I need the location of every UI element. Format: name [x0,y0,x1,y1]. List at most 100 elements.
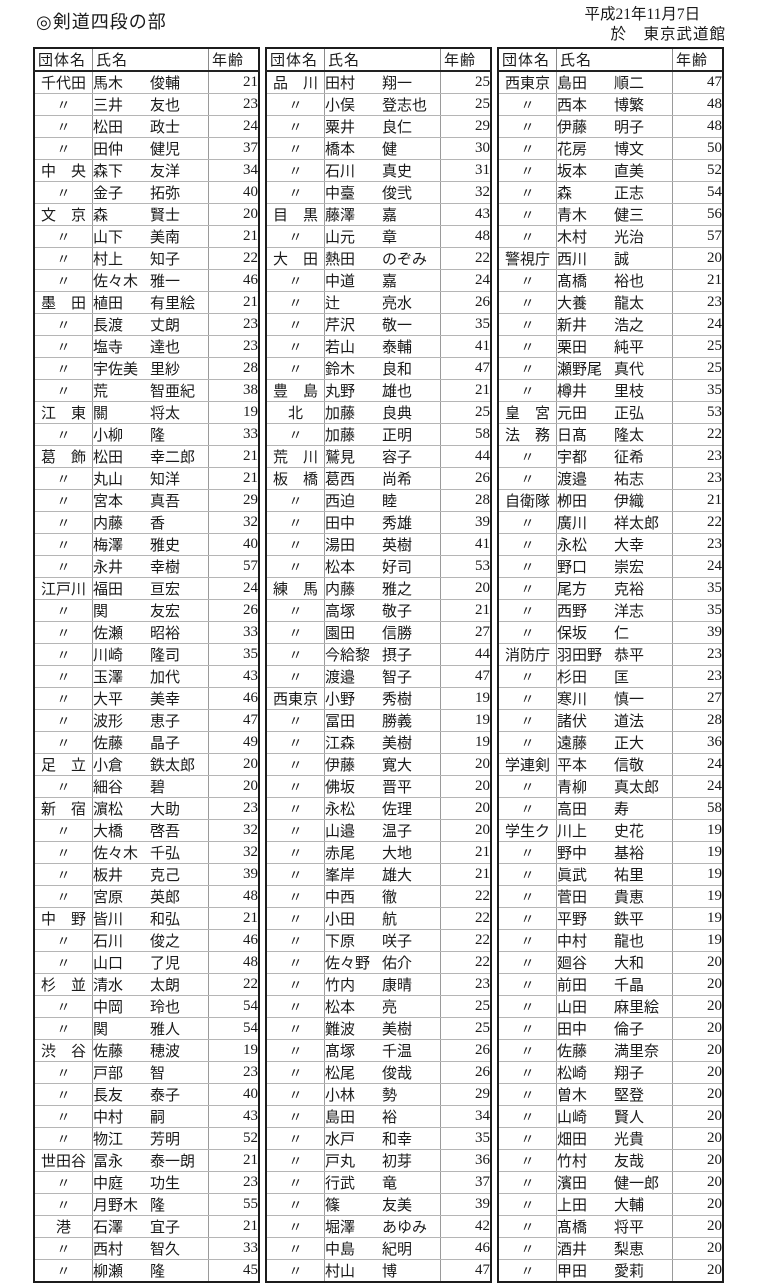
age-cell: 21 [208,71,259,94]
team-cell: 〃 [498,863,558,886]
name-cell: 三井 友也 [92,93,210,116]
team-cell: 杉 並 [34,973,94,996]
team-cell: 〃 [34,1017,94,1040]
name-cell: 峯岸 雄大 [324,863,442,886]
name-cell: 栁田 伊織 [556,489,674,512]
ditto-mark: 〃 [288,868,303,884]
ditto-mark: 〃 [520,912,535,928]
surname: 皆川 [93,912,124,928]
name-cell: 鷲見 容子 [324,445,442,468]
age-cell: 43 [440,203,491,226]
name-cell: 松崎 翔子 [556,1061,674,1084]
surname: 山田 [557,1000,588,1016]
event-date-block: 平成21年11月7日 於 東京武道館 [584,5,726,45]
age-cell: 47 [440,665,491,688]
team-cell: 港 [34,1215,94,1238]
team-cell: 〃 [266,93,326,116]
age-cell: 20 [440,577,491,600]
table-row: 〃 小林 勢 29 [266,1083,491,1106]
given-name: 有里絵 [150,296,196,312]
table-row: 〃 花房 博文 50 [498,137,723,160]
age-cell: 46 [208,687,259,710]
name-cell: 今給黎 摂子 [324,643,442,666]
name-cell: 中西 徹 [324,885,442,908]
table-row: 〃 永松 大幸 23 [498,533,723,556]
name-cell: 大平 美幸 [92,687,210,710]
ditto-mark: 〃 [520,604,535,620]
table-row: 〃 江森 美樹 19 [266,731,491,754]
age-cell: 22 [208,973,259,996]
team-cell: 〃 [266,159,326,182]
name-cell: 畑田 光貴 [556,1127,674,1150]
name-cell: 森 正志 [556,181,674,204]
name-cell: 佐々野 佑介 [324,951,442,974]
age-cell: 47 [208,709,259,732]
age-cell: 19 [208,401,259,424]
ditto-mark: 〃 [288,120,303,136]
table-row: 〃 曽木 堅登 20 [498,1083,723,1106]
name-cell: 小俣 登志也 [324,93,442,116]
surname: 花房 [557,142,588,158]
ditto-mark: 〃 [520,98,535,114]
team-cell: 千代田 [34,71,94,94]
given-name: 睦 [382,494,398,510]
name-cell: 宇佐美 里紗 [92,357,210,380]
team-cell: 〃 [34,1193,94,1216]
table-row: 〃 平野 鉄平 19 [498,907,723,930]
table-row: 〃 廻谷 大和 20 [498,951,723,974]
table-row: 〃 尾方 克裕 35 [498,577,723,600]
age-cell: 31 [440,159,491,182]
name-cell: 行武 竜 [324,1171,442,1194]
table-row: 〃 戸部 智 23 [34,1061,259,1084]
ditto-mark: 〃 [56,1198,71,1214]
team-cell: 〃 [498,687,558,710]
given-name: 正志 [614,186,645,202]
age-cell: 22 [672,423,723,446]
surname: 西本 [557,98,588,114]
age-cell: 20 [672,1171,723,1194]
ditto-mark: 〃 [56,472,71,488]
given-name: 航 [382,912,398,928]
team-cell: 〃 [34,621,94,644]
given-name: 祥太郎 [614,516,660,532]
surname: 新井 [557,318,588,334]
surname: 村山 [325,1264,356,1280]
surname: 野口 [557,560,588,576]
age-cell: 23 [672,665,723,688]
team-cell: 〃 [266,313,326,336]
table-row: 〃 大橋 啓吾 32 [34,819,259,842]
name-cell: 芹沢 敬一 [324,313,442,336]
surname: 峯岸 [325,868,356,884]
surname: 中岡 [93,1000,124,1016]
ditto-mark: 〃 [56,362,71,378]
ditto-mark: 〃 [288,1176,303,1192]
table-row: 〃 宮本 真吾 29 [34,489,259,512]
surname: 山下 [93,230,124,246]
given-name: 正明 [382,428,413,444]
age-cell: 19 [440,709,491,732]
team-cell: 〃 [498,137,558,160]
surname: 關 [93,406,109,422]
table-row: 〃 廣川 祥太郎 22 [498,511,723,534]
table-row: 〃 橋本 健 30 [266,137,491,160]
table-row: 〃 鈴木 良和 47 [266,357,491,380]
ditto-mark: 〃 [520,978,535,994]
age-cell: 30 [440,137,491,160]
given-name: 幸樹 [150,560,181,576]
table-row: 〃 中西 徹 22 [266,885,491,908]
name-cell: 眞武 祐里 [556,863,674,886]
team-cell: 〃 [34,1171,94,1194]
table-row: 〃 丸山 知洋 21 [34,467,259,490]
surname: 竹内 [325,978,356,994]
given-name: 明子 [614,120,645,136]
given-name: 博文 [614,142,645,158]
team-cell: 文 京 [34,203,94,226]
table-row: 〃 渡邉 祐志 23 [498,467,723,490]
surname: 下原 [325,934,356,950]
ditto-mark: 〃 [288,1198,303,1214]
age-cell: 20 [440,753,491,776]
table-row: 〃 大養 龍太 23 [498,291,723,314]
surname: 園田 [325,626,356,642]
table-row: 〃 伊藤 寛大 20 [266,753,491,776]
surname: 波形 [93,714,124,730]
